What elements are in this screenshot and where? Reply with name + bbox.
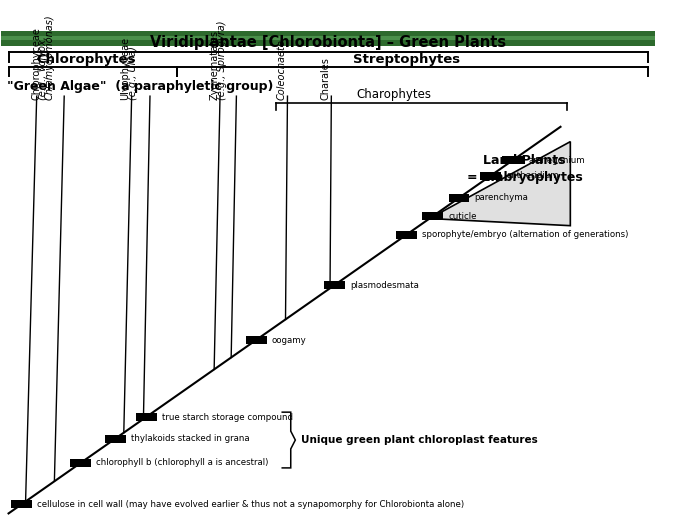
Text: Streptophytes: Streptophytes <box>353 53 460 66</box>
Bar <box>11 501 32 508</box>
Text: oogamy: oogamy <box>272 336 306 345</box>
Bar <box>396 231 417 238</box>
Text: Charales: Charales <box>320 56 330 99</box>
Text: antheridium: antheridium <box>506 172 559 180</box>
Text: Land Plants
= Embryophytes: Land Plants = Embryophytes <box>466 154 582 184</box>
Text: parenchyma: parenchyma <box>475 194 529 202</box>
Text: Viridiplantae [Chlorobionta] – Green Plants: Viridiplantae [Chlorobionta] – Green Pla… <box>150 35 506 50</box>
Text: Charophytes: Charophytes <box>356 88 431 101</box>
Bar <box>480 172 501 180</box>
Text: Unique green plant chloroplast features: Unique green plant chloroplast features <box>301 435 537 445</box>
Text: archegonium: archegonium <box>529 156 585 165</box>
Text: Ulvophyceae: Ulvophyceae <box>120 37 130 99</box>
Polygon shape <box>429 142 571 226</box>
Text: sporophyte/embryo (alternation of generations): sporophyte/embryo (alternation of genera… <box>422 230 629 239</box>
Bar <box>502 156 523 164</box>
Bar <box>1 36 656 40</box>
Bar <box>1 31 656 36</box>
Text: Coleochaete: Coleochaete <box>276 39 286 99</box>
Bar <box>324 281 345 289</box>
Text: Chlamydomonas): Chlamydomonas) <box>45 14 54 99</box>
Text: cuticle: cuticle <box>449 212 477 221</box>
Text: Zygnematales: Zygnematales <box>210 30 220 99</box>
Bar <box>136 413 157 421</box>
Bar <box>1 40 656 46</box>
Bar <box>105 435 126 442</box>
Text: (e.g., Volvox,: (e.g., Volvox, <box>38 36 48 99</box>
Text: (e.g., Spirogyra): (e.g., Spirogyra) <box>217 20 227 99</box>
Text: true starch storage compound: true starch storage compound <box>162 413 293 422</box>
Bar <box>245 336 266 344</box>
Text: Chlorophytes: Chlorophytes <box>36 53 135 66</box>
Bar <box>449 194 470 202</box>
Text: cellulose in cell wall (may have evolved earlier & thus not a synapomorphy for C: cellulose in cell wall (may have evolved… <box>37 500 464 509</box>
Bar <box>70 459 91 467</box>
Text: (e.g., Ulva): (e.g., Ulva) <box>128 46 138 99</box>
Text: plasmodesmata: plasmodesmata <box>350 280 419 290</box>
Bar <box>422 212 443 220</box>
Text: chlorophyll b (chlorophyll a is ancestral): chlorophyll b (chlorophyll a is ancestra… <box>96 459 268 468</box>
Text: "Green Algae"  (a paraphyletic group): "Green Algae" (a paraphyletic group) <box>7 80 274 93</box>
Text: thylakoids stacked in grana: thylakoids stacked in grana <box>131 434 249 443</box>
Text: Chlorophyceae: Chlorophyceae <box>31 27 41 99</box>
